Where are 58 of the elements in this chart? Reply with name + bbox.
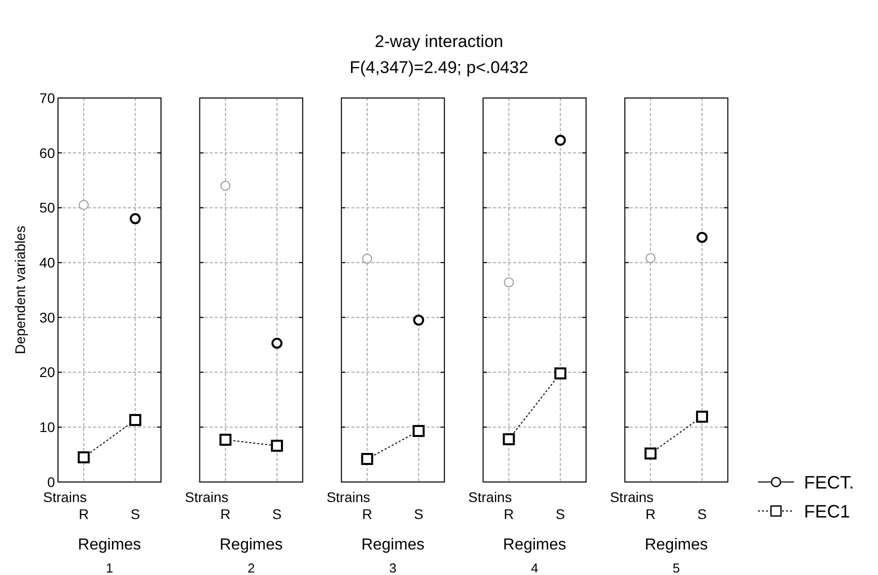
y-tick-label: 30 xyxy=(39,309,56,326)
text: 1 xyxy=(106,560,114,575)
x-axis-title: Regimes xyxy=(503,536,566,554)
point xyxy=(502,433,515,446)
point xyxy=(644,447,657,460)
x-tick-label: S xyxy=(697,506,707,522)
x-axis-title: Regimes xyxy=(361,536,424,554)
x-tick-label: S xyxy=(130,506,140,522)
text: Strains xyxy=(610,488,654,505)
chart-subtitle: F(4,347)=2.49; p<.0432 xyxy=(350,58,528,77)
x-tick-label: S xyxy=(272,506,282,522)
text: 4 xyxy=(530,560,538,575)
y-tick-label: 0 xyxy=(47,474,56,490)
x-axis-title: Regimes xyxy=(220,536,283,554)
point xyxy=(130,213,141,224)
legend-label: FECT. xyxy=(804,472,854,492)
y-tick-label: 70 xyxy=(39,90,56,106)
x-tick-label: R xyxy=(220,506,231,522)
x-tick-label: R xyxy=(78,506,89,522)
x-tick-label: S xyxy=(414,506,424,522)
x-tick-label: R xyxy=(504,506,514,522)
point xyxy=(504,277,514,288)
point xyxy=(696,410,708,423)
y-axis-title: Dependent variables xyxy=(12,226,28,354)
point xyxy=(270,440,283,452)
point xyxy=(413,314,424,326)
text: 3 xyxy=(389,560,397,575)
point xyxy=(219,434,232,446)
text: Strains xyxy=(184,488,228,505)
point xyxy=(412,424,425,437)
point xyxy=(646,253,656,264)
y-tick-label: 50 xyxy=(39,200,56,216)
point xyxy=(129,414,142,426)
point xyxy=(78,451,90,464)
text: Strains xyxy=(326,488,370,505)
point xyxy=(554,134,566,146)
text: Strains xyxy=(468,488,512,505)
x-tick-label: R xyxy=(362,506,372,522)
x-axis-title: Regimes xyxy=(78,536,142,554)
text: 2 xyxy=(248,560,255,575)
point xyxy=(361,452,374,465)
point xyxy=(271,338,282,349)
text: 5 xyxy=(672,560,680,575)
y-tick-label: 60 xyxy=(39,144,56,161)
point xyxy=(696,232,708,243)
chart-title: 2-way interaction xyxy=(374,32,504,51)
point xyxy=(78,200,89,210)
point xyxy=(362,254,372,264)
y-tick-label: 10 xyxy=(39,419,56,436)
x-axis-title: Regimes xyxy=(644,536,708,554)
y-tick-label: 20 xyxy=(39,364,56,380)
legend-label: FEC1 xyxy=(804,501,850,522)
point xyxy=(554,367,566,380)
x-tick-label: R xyxy=(645,506,656,522)
text: Strains xyxy=(43,488,87,505)
y-tick-label: 40 xyxy=(39,254,56,270)
x-tick-label: S xyxy=(556,506,566,522)
point xyxy=(220,180,230,191)
